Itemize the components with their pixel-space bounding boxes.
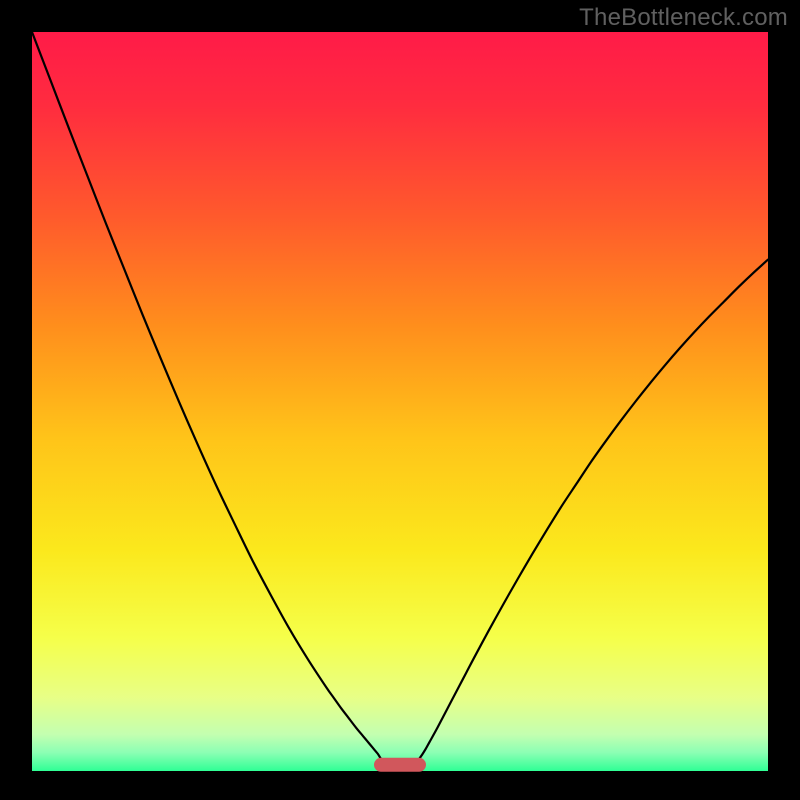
bottleneck-marker bbox=[374, 758, 426, 772]
chart-container: TheBottleneck.com bbox=[0, 0, 800, 800]
watermark-label: TheBottleneck.com bbox=[579, 4, 788, 32]
bottleneck-chart bbox=[0, 0, 800, 800]
plot-background bbox=[32, 32, 768, 771]
